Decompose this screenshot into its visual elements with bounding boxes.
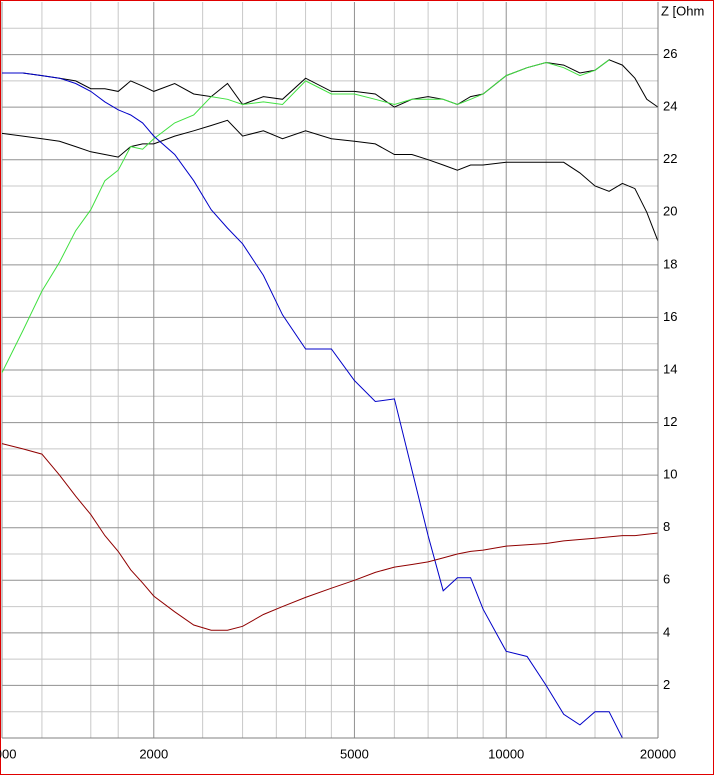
x-tick-label: 10000 <box>488 746 524 761</box>
y-tick-label: 16 <box>663 309 677 324</box>
series-line <box>2 59 659 108</box>
y-tick-label: 10 <box>663 467 677 482</box>
y-tick-label: 12 <box>663 414 677 429</box>
y-tick-label: 8 <box>663 519 670 534</box>
x-tick-label: 20000 <box>640 746 676 761</box>
y-tick-label: 4 <box>663 624 670 639</box>
y-tick-label: 24 <box>663 99 677 114</box>
x-tick-label: 1000 <box>0 746 16 761</box>
y-tick-label: 22 <box>663 151 677 166</box>
series-line <box>1 119 659 242</box>
series-line <box>1 59 610 373</box>
y-tick-label: 26 <box>663 46 677 61</box>
x-tick-label: 2000 <box>139 746 168 761</box>
y-tick-label: 6 <box>663 572 670 587</box>
y-axis-label: Z [Ohm <box>661 3 704 18</box>
series-line <box>1 443 659 631</box>
y-tick-label: 20 <box>663 204 677 219</box>
y-tick-label: 2 <box>663 677 670 692</box>
x-tick-label: 5000 <box>340 746 369 761</box>
series-line <box>2 72 658 739</box>
y-tick-label: 14 <box>663 361 677 376</box>
y-tick-label: 18 <box>663 256 677 271</box>
lines <box>1 59 659 739</box>
